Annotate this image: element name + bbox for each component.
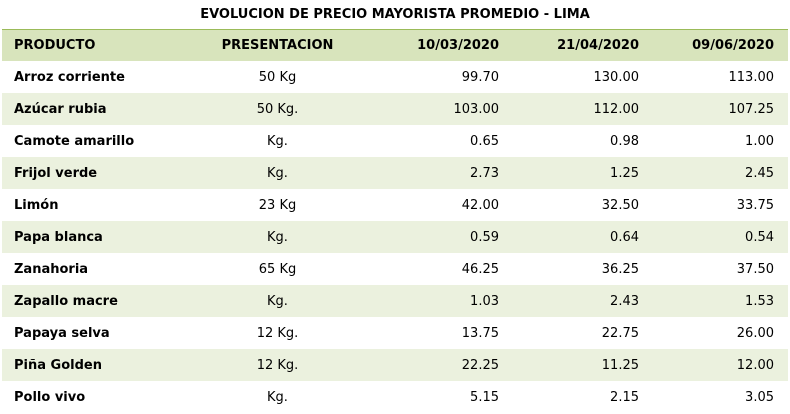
cell-price-3: 107.25	[649, 93, 788, 125]
cell-presentacion: Kg.	[186, 285, 369, 317]
table-row: Papa blanca Kg. 0.59 0.64 0.54	[2, 221, 788, 253]
cell-price-3: 113.00	[649, 61, 788, 93]
price-table: PRODUCTO PRESENTACION 10/03/2020 21/04/2…	[2, 30, 788, 413]
table-row: Papaya selva 12 Kg. 13.75 22.75 26.00	[2, 317, 788, 349]
cell-price-2: 22.75	[509, 317, 649, 349]
cell-price-2: 2.43	[509, 285, 649, 317]
cell-price-1: 13.75	[369, 317, 509, 349]
cell-price-2: 32.50	[509, 189, 649, 221]
cell-price-1: 22.25	[369, 349, 509, 381]
cell-producto: Zanahoria	[2, 253, 186, 285]
cell-price-1: 103.00	[369, 93, 509, 125]
cell-presentacion: Kg.	[186, 221, 369, 253]
cell-producto: Arroz corriente	[2, 61, 186, 93]
cell-price-2: 0.64	[509, 221, 649, 253]
table-row: Azúcar rubia 50 Kg. 103.00 112.00 107.25	[2, 93, 788, 125]
table-row: Piña Golden 12 Kg. 22.25 11.25 12.00	[2, 349, 788, 381]
cell-presentacion: 23 Kg	[186, 189, 369, 221]
cell-producto: Frijol verde	[2, 157, 186, 189]
cell-price-1: 46.25	[369, 253, 509, 285]
table-row: Frijol verde Kg. 2.73 1.25 2.45	[2, 157, 788, 189]
cell-price-2: 112.00	[509, 93, 649, 125]
cell-price-1: 0.59	[369, 221, 509, 253]
table-row: Arroz corriente 50 Kg 99.70 130.00 113.0…	[2, 61, 788, 93]
cell-price-2: 0.98	[509, 125, 649, 157]
table-row: Camote amarillo Kg. 0.65 0.98 1.00	[2, 125, 788, 157]
cell-presentacion: Kg.	[186, 125, 369, 157]
cell-price-1: 5.15	[369, 381, 509, 413]
cell-price-1: 1.03	[369, 285, 509, 317]
cell-presentacion: 50 Kg	[186, 61, 369, 93]
header-presentacion: PRESENTACION	[186, 30, 369, 61]
cell-producto: Zapallo macre	[2, 285, 186, 317]
cell-price-2: 36.25	[509, 253, 649, 285]
cell-producto: Pollo vivo	[2, 381, 186, 413]
cell-price-3: 37.50	[649, 253, 788, 285]
cell-price-3: 33.75	[649, 189, 788, 221]
header-producto: PRODUCTO	[2, 30, 186, 61]
cell-presentacion: 65 Kg	[186, 253, 369, 285]
table-body: Arroz corriente 50 Kg 99.70 130.00 113.0…	[2, 61, 788, 413]
cell-price-1: 2.73	[369, 157, 509, 189]
table-row: Zanahoria 65 Kg 46.25 36.25 37.50	[2, 253, 788, 285]
cell-price-2: 1.25	[509, 157, 649, 189]
cell-price-3: 0.54	[649, 221, 788, 253]
cell-price-1: 0.65	[369, 125, 509, 157]
table-row: Zapallo macre Kg. 1.03 2.43 1.53	[2, 285, 788, 317]
header-date-1: 10/03/2020	[369, 30, 509, 61]
cell-presentacion: Kg.	[186, 381, 369, 413]
table-row: Pollo vivo Kg. 5.15 2.15 3.05	[2, 381, 788, 413]
cell-price-3: 1.53	[649, 285, 788, 317]
cell-producto: Papa blanca	[2, 221, 186, 253]
header-date-3: 09/06/2020	[649, 30, 788, 61]
cell-price-2: 130.00	[509, 61, 649, 93]
cell-presentacion: 12 Kg.	[186, 317, 369, 349]
cell-price-1: 99.70	[369, 61, 509, 93]
cell-producto: Piña Golden	[2, 349, 186, 381]
cell-presentacion: 50 Kg.	[186, 93, 369, 125]
cell-price-3: 2.45	[649, 157, 788, 189]
cell-price-1: 42.00	[369, 189, 509, 221]
header-date-2: 21/04/2020	[509, 30, 649, 61]
cell-price-3: 12.00	[649, 349, 788, 381]
cell-producto: Azúcar rubia	[2, 93, 186, 125]
cell-presentacion: 12 Kg.	[186, 349, 369, 381]
cell-price-3: 3.05	[649, 381, 788, 413]
table-row: Limón 23 Kg 42.00 32.50 33.75	[2, 189, 788, 221]
cell-price-2: 2.15	[509, 381, 649, 413]
cell-price-3: 26.00	[649, 317, 788, 349]
cell-producto: Camote amarillo	[2, 125, 186, 157]
cell-price-3: 1.00	[649, 125, 788, 157]
cell-producto: Limón	[2, 189, 186, 221]
cell-presentacion: Kg.	[186, 157, 369, 189]
cell-price-2: 11.25	[509, 349, 649, 381]
table-title: EVOLUCION DE PRECIO MAYORISTA PROMEDIO -…	[2, 0, 788, 30]
cell-producto: Papaya selva	[2, 317, 186, 349]
table-header-row: PRODUCTO PRESENTACION 10/03/2020 21/04/2…	[2, 30, 788, 61]
